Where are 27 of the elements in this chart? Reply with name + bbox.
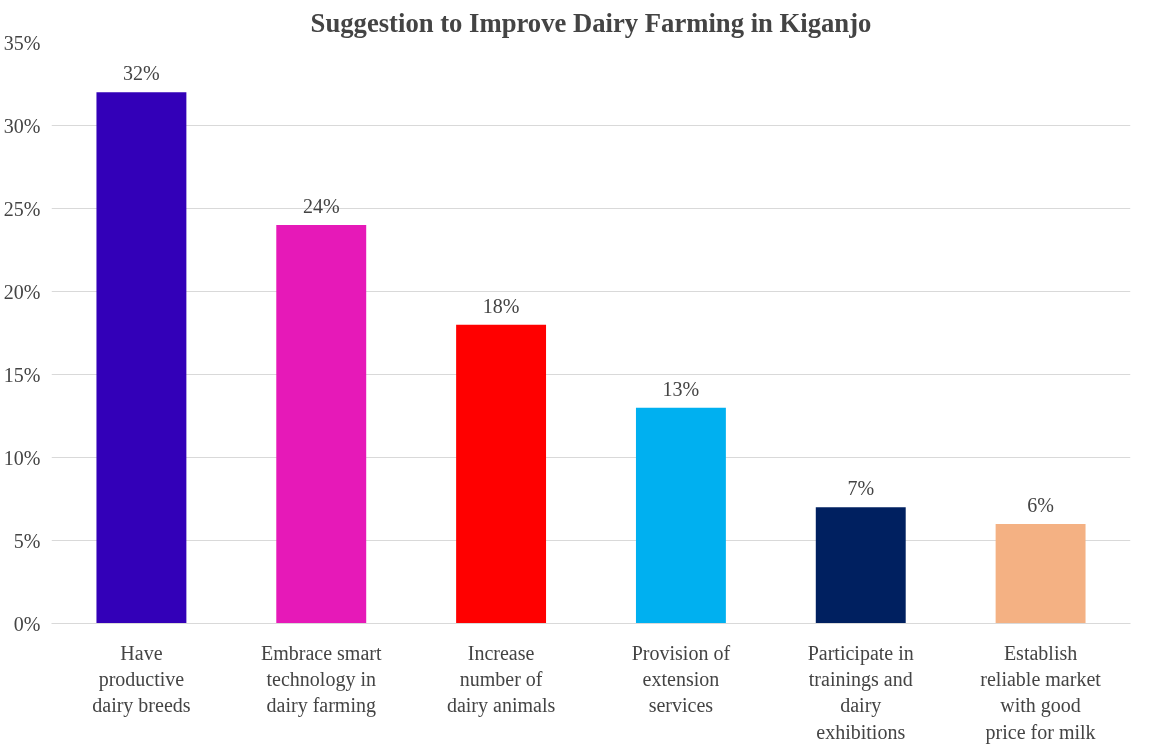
x-tick-label: Establish reliable market with good price for milk <box>980 641 1102 744</box>
data-label: 24% <box>302 195 340 218</box>
bar <box>635 407 726 624</box>
data-label: 7% <box>847 477 875 500</box>
y-tick-label: 20% <box>3 280 41 303</box>
y-tick-label: 35% <box>3 31 41 54</box>
x-tick-label: Have productive dairy breeds <box>92 641 191 718</box>
data-label: 13% <box>662 377 700 400</box>
data-label: 18% <box>482 294 520 317</box>
y-tick-label: 5% <box>13 529 41 552</box>
x-tick-label: Participate in trainings and dairy exhibitions <box>807 641 914 743</box>
bar <box>276 225 367 624</box>
bar <box>995 523 1086 624</box>
y-tick-label: 10% <box>3 446 41 469</box>
y-tick-label: 15% <box>3 363 41 386</box>
x-tick-label: Increase number of dairy animals <box>446 641 556 718</box>
bar <box>815 507 906 624</box>
x-tick-label: Embrace smart technology in dairy farming <box>261 641 382 718</box>
data-label: 32% <box>123 62 160 85</box>
y-tick-label: 30% <box>3 114 41 137</box>
bar <box>96 92 187 624</box>
x-tick-label: Provision of extension services <box>631 641 731 717</box>
y-tick-label: 0% <box>13 612 41 635</box>
data-label: 6% <box>1027 493 1054 516</box>
chart-title: Suggestion to Improve Dairy Farming in Kiganjo <box>310 7 872 38</box>
bar <box>456 324 547 624</box>
y-tick-label: 25% <box>3 197 41 220</box>
